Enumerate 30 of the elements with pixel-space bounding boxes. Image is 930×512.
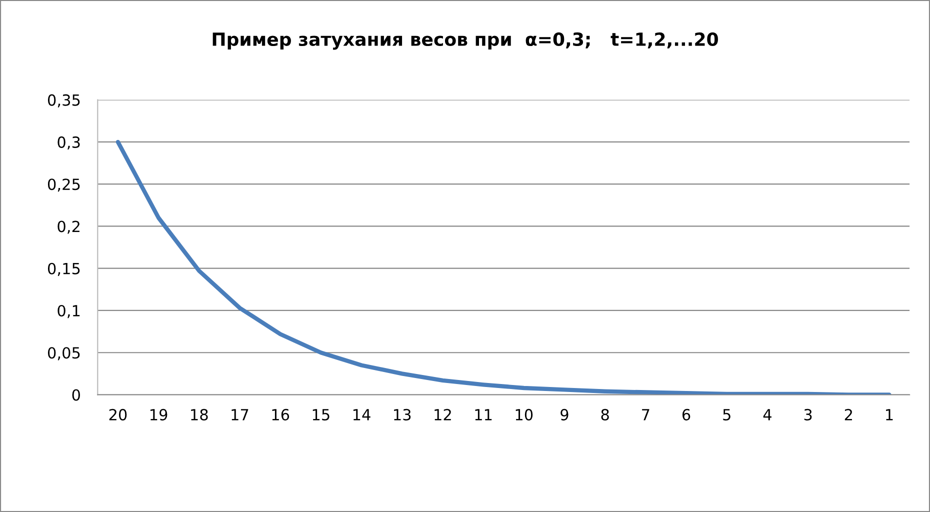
line-series xyxy=(116,140,892,395)
y-tick-label: 0 xyxy=(72,389,80,401)
x-tick-label: 19 xyxy=(150,408,168,420)
x-tick-label: 16 xyxy=(272,408,290,420)
x-tick-label: 15 xyxy=(312,409,330,420)
x-tick-label: 8 xyxy=(601,408,609,420)
x-tick-label: 5 xyxy=(723,409,730,420)
x-tick-label: 7 xyxy=(642,409,650,420)
x-tick-label: 9 xyxy=(560,408,568,420)
y-tick-label: 0,35 xyxy=(48,94,80,108)
y-tick-label: 0,15 xyxy=(48,262,80,276)
x-tick-label: 11 xyxy=(475,409,492,420)
y-tick-label: 0,2 xyxy=(58,220,80,234)
y-tick-label: 0,1 xyxy=(58,304,80,318)
x-tick-label: 2 xyxy=(844,408,852,420)
y-tick-label: 0,25 xyxy=(48,178,80,192)
y-tick-label: 0,05 xyxy=(48,347,80,360)
chart-title: Пример затухания весов при α=0,3; t=1,2,...20 xyxy=(212,32,718,50)
x-tick-label: 6 xyxy=(682,408,690,420)
x-tick-label: 1 xyxy=(886,409,893,420)
x-tick-label: 20 xyxy=(109,408,127,420)
x-tick-label: 17 xyxy=(232,409,248,420)
x-tick-label: 3 xyxy=(804,408,812,420)
x-tick-label: 4 xyxy=(763,409,772,420)
x-tick-label: 10 xyxy=(516,408,533,420)
y-tick-label: 0,3 xyxy=(58,136,80,150)
x-tick-label: 14 xyxy=(353,409,370,420)
x-tick-label: 13 xyxy=(394,408,411,420)
x-tick-label: 18 xyxy=(191,408,208,420)
x-tick-label: 12 xyxy=(434,408,451,420)
